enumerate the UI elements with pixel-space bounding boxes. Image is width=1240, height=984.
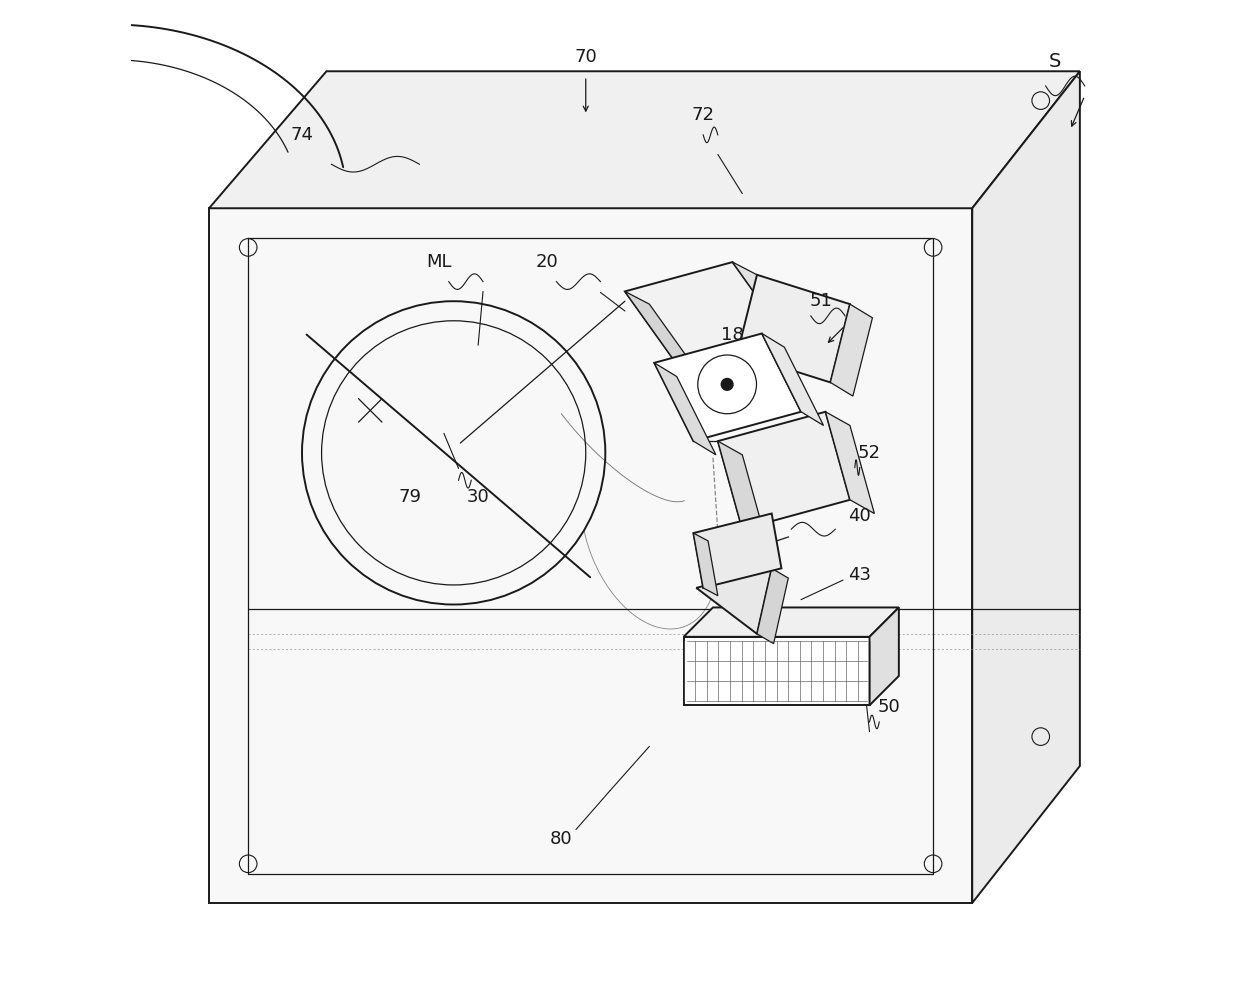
Polygon shape: [693, 514, 781, 587]
Polygon shape: [761, 334, 823, 425]
Polygon shape: [625, 262, 781, 360]
Text: 79: 79: [398, 488, 422, 506]
Polygon shape: [683, 637, 869, 706]
Polygon shape: [683, 607, 899, 637]
Polygon shape: [831, 304, 873, 397]
Polygon shape: [718, 441, 766, 543]
Polygon shape: [697, 569, 771, 634]
Text: 72: 72: [692, 106, 714, 124]
Polygon shape: [655, 363, 715, 455]
Polygon shape: [869, 607, 899, 706]
Text: 20: 20: [536, 253, 558, 271]
Text: 30: 30: [466, 488, 490, 506]
Text: ML: ML: [427, 253, 451, 271]
Text: S: S: [1049, 52, 1061, 71]
Text: 18: 18: [722, 327, 744, 344]
Circle shape: [722, 379, 733, 391]
Text: 74: 74: [290, 126, 314, 144]
Polygon shape: [625, 291, 698, 373]
Polygon shape: [972, 71, 1080, 903]
Text: 51: 51: [810, 292, 832, 310]
Polygon shape: [756, 569, 789, 644]
Text: 50: 50: [878, 699, 900, 716]
Text: 52: 52: [858, 444, 880, 461]
Polygon shape: [826, 411, 874, 514]
Polygon shape: [210, 71, 1080, 209]
Text: 80: 80: [551, 830, 573, 848]
Polygon shape: [738, 275, 849, 383]
Text: 40: 40: [848, 508, 870, 525]
Polygon shape: [718, 411, 849, 529]
Polygon shape: [655, 334, 801, 441]
Polygon shape: [693, 533, 718, 595]
Text: 70: 70: [574, 47, 598, 66]
Polygon shape: [733, 262, 806, 343]
Text: 43: 43: [848, 566, 872, 584]
Polygon shape: [210, 209, 972, 903]
